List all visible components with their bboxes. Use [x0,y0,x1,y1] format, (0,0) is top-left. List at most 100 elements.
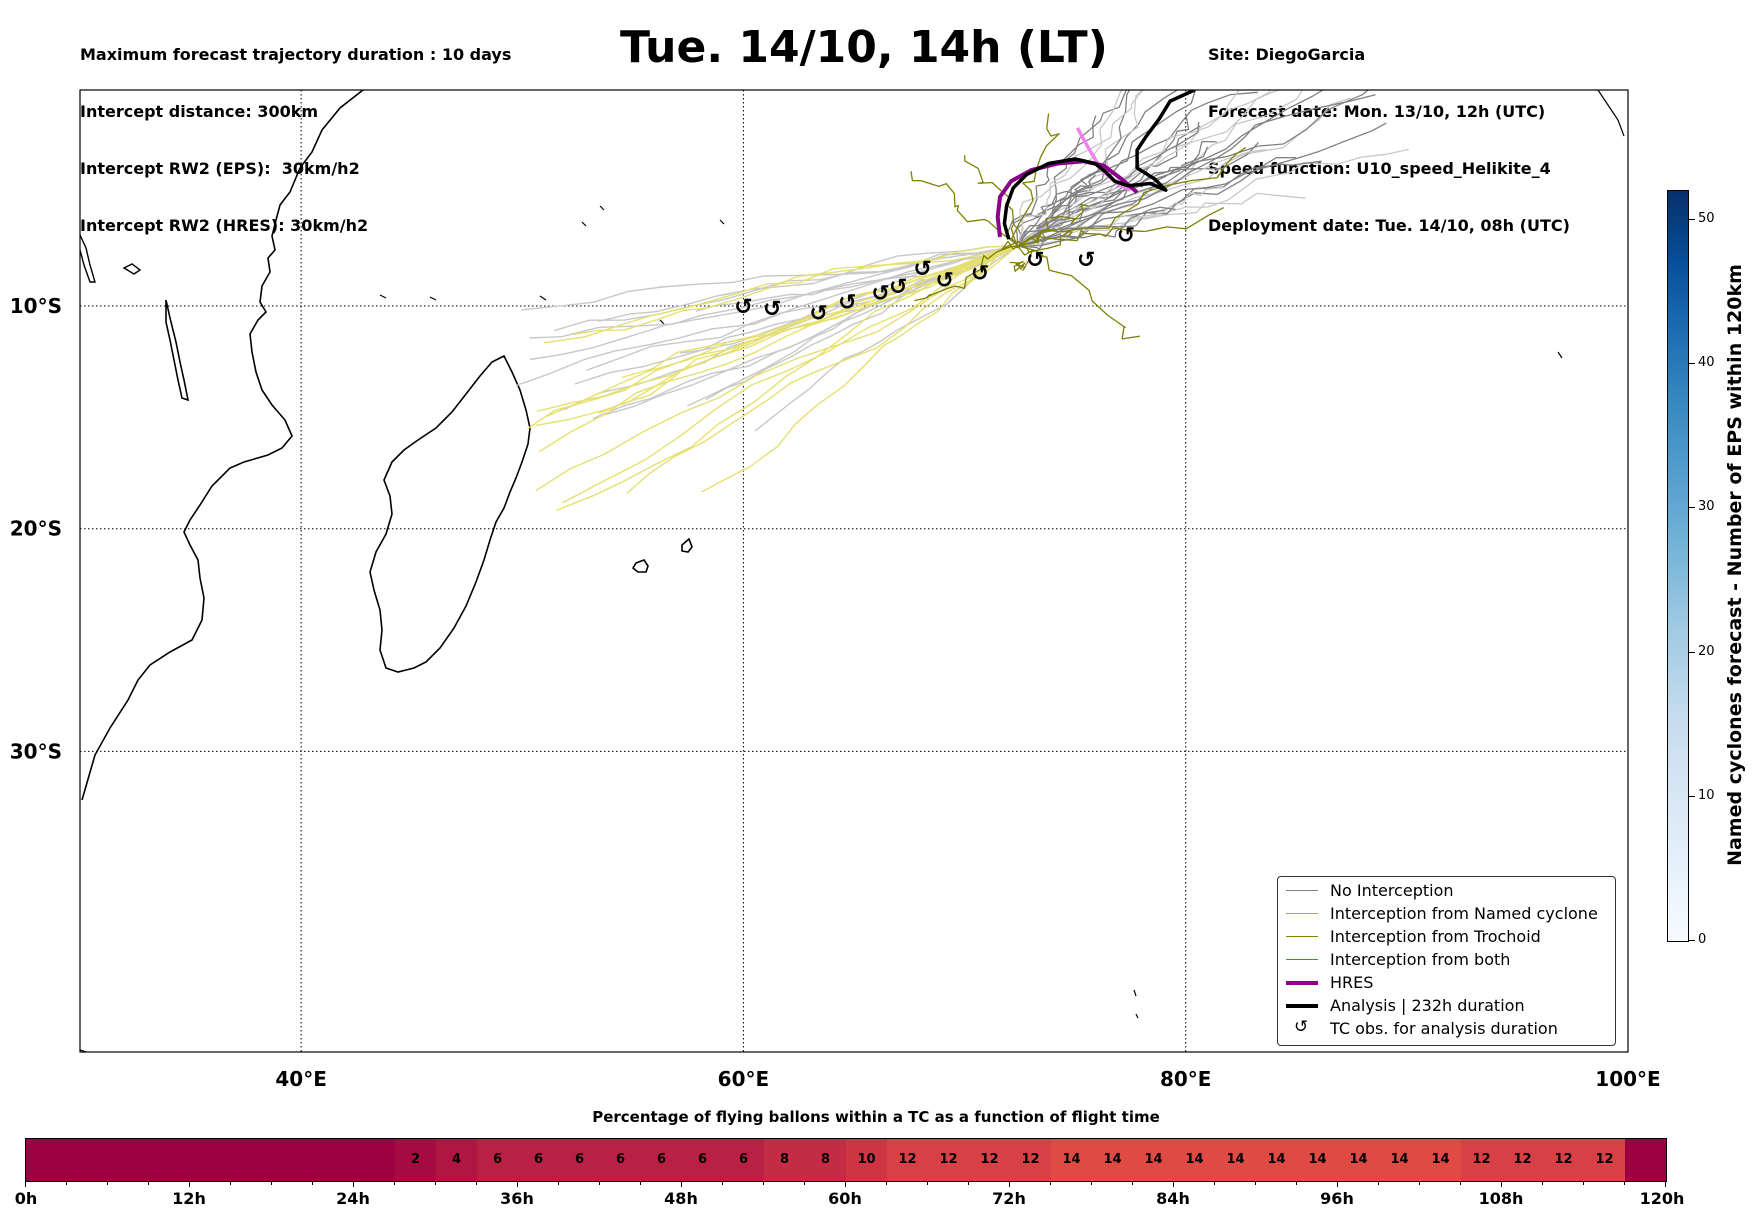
time-axis-tick [1501,1181,1502,1187]
eps-track-light [521,245,1018,311]
percentage-cell: 12 [1010,1139,1051,1181]
percentage-cell: 12 [1584,1139,1625,1181]
colorbar-tick [1689,795,1695,797]
colorbar-tick [1689,651,1695,653]
eps-track-trochoid [1017,146,1247,247]
legend-label-analysis: Analysis | 232h duration [1330,996,1525,1015]
time-axis-tick [66,1181,67,1185]
time-axis-tick [1583,1181,1584,1185]
eps-track-yellow [543,245,1018,344]
eps-track-dark [1016,90,1123,247]
time-axis-label: 96h [1320,1189,1354,1208]
eps-track-yellow [545,245,1018,418]
percentage-cell: 14 [1379,1139,1420,1181]
eps-track-trochoid [914,245,1018,302]
time-axis-tick [435,1181,436,1185]
legend-label-no-interception: No Interception [1330,881,1454,900]
eps-track-dark [1017,90,1127,247]
eps-track-dark [1017,156,1297,247]
time-axis-label: 0h [14,1189,38,1208]
percentage-cell: 12 [928,1139,969,1181]
tc-obs-icon: ↺ [913,257,931,282]
time-axis-tick [1255,1181,1256,1185]
percentage-cell: 6 [559,1139,600,1181]
eps-track-dark [1017,90,1369,247]
percentage-cell: 6 [600,1139,641,1181]
percentage-cell: 12 [1461,1139,1502,1181]
legend-swatch-named-cyclone [1286,913,1318,914]
eps-track-dark [1017,125,1201,247]
time-axis-tick [804,1181,805,1185]
percentage-cell: 14 [1092,1139,1133,1181]
analysis-track [1002,90,1196,240]
info-line-deployment-date: Deployment date: Tue. 14/10, 08h (UTC) [1208,216,1570,235]
eps-track-light [598,245,1018,322]
eps-track-trochoid [1009,245,1033,272]
percentage-cell: 6 [641,1139,682,1181]
africa-coastline [81,90,364,801]
percentage-cell: 0 [231,1139,272,1181]
percentage-cell: 14 [1420,1139,1461,1181]
eps-track-dark [1017,206,1176,251]
coastlines [80,90,1625,1052]
eps-track-trochoid [1017,207,1225,247]
percentage-cell: 14 [1256,1139,1297,1181]
eps-track-dark [1017,90,1131,247]
time-axis-tick [1337,1181,1338,1187]
percentage-cell: 10 [846,1139,887,1181]
forecast-info-left: Maximum forecast trajectory duration : 1… [80,7,511,254]
time-axis-tick [517,1181,518,1187]
percentage-bar-title: Percentage of flying ballons within a TC… [592,1108,1160,1126]
colorbar-tick [1689,940,1695,941]
time-axis-label: 84h [1156,1189,1190,1208]
time-axis-tick [107,1181,108,1185]
time-axis-tick [25,1181,26,1187]
time-axis-label: 36h [500,1189,534,1208]
time-axis-tick [681,1181,682,1187]
percentage-cell: 6 [682,1139,723,1181]
time-axis-tick [230,1181,231,1185]
percentage-cell: 0 [108,1139,149,1181]
percentage-cell: 14 [1215,1139,1256,1181]
percentage-cell: 0 [272,1139,313,1181]
eps-track-light [592,245,1018,420]
tc-obs-icon: ↺ [1026,248,1044,273]
percentage-cell: 4 [436,1139,477,1181]
time-axis-tick [271,1181,272,1185]
map-tick-labels: 40°E 60°E 80°E 100°E 10°S 20°S 30°S [10,294,1661,1091]
eps-track-yellow [538,245,1018,453]
time-axis-tick [189,1181,190,1187]
legend-swatch-hres [1286,981,1318,985]
time-axis-tick [599,1181,600,1185]
colorbar [1667,190,1689,942]
percentage-cell: 6 [477,1139,518,1181]
legend-label-named-cyclone: Interception from Named cyclone [1330,904,1598,923]
legend-swatch-analysis [1286,1004,1318,1008]
time-axis-tick [558,1181,559,1185]
colorbar-tick-label: 10 [1698,787,1715,803]
percentage-cell: 14 [1174,1139,1215,1181]
colorbar-tick [1689,363,1695,365]
time-axis-tick [1132,1181,1133,1185]
legend-item-both: Interception from both [1278,949,1613,971]
time-axis-tick [1542,1181,1543,1185]
percentage-cell: 12 [887,1139,928,1181]
percentage-cell: 12 [969,1139,1010,1181]
time-axis-label: 108h [1478,1189,1524,1208]
eps-track-dark [1017,94,1376,247]
legend-label-trochoid: Interception from Trochoid [1330,927,1541,946]
time-axis-tick [927,1181,928,1185]
percentage-cell: 0 [354,1139,395,1181]
eps-track-light [515,245,1018,387]
map-gridlines [80,90,1628,1052]
time-axis-label: 120h [1639,1189,1685,1208]
tc-obs-icon: ↺ [1117,224,1135,249]
time-axis-tick [148,1181,149,1185]
eps-track-dark [1017,121,1200,247]
time-axis-tick [886,1181,887,1185]
colorbar-tick [1689,507,1695,509]
comoros-coastline [165,299,190,402]
trajectory-lines [515,90,1409,512]
legend-swatch-both [1286,959,1318,960]
legend-label-tc-obs: TC obs. for analysis duration [1330,1019,1558,1038]
